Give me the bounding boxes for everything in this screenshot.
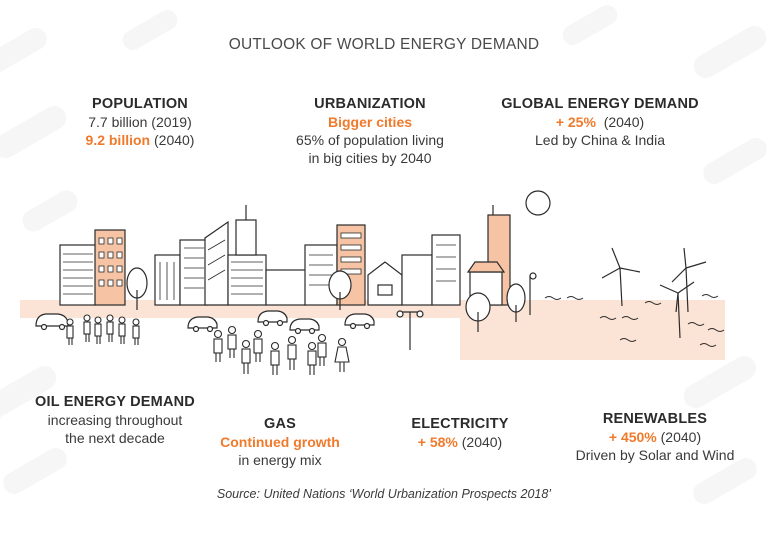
gas-heading: GAS bbox=[263, 416, 297, 432]
electricity-growth: + 58% (2040) bbox=[385, 433, 535, 451]
population-block: POPULATION 7.7 billion (2019) 9.2 billio… bbox=[60, 95, 220, 149]
global-demand-growth: + 25% (2040) bbox=[490, 113, 710, 131]
renewables-heading: RENEWABLES bbox=[602, 411, 708, 427]
population-2040-value: 9.2 billion bbox=[85, 132, 151, 148]
urbanization-line-1: 65% of population living bbox=[296, 132, 444, 148]
renewables-year: (2040) bbox=[656, 429, 702, 445]
gas-highlight: Continued growth bbox=[220, 434, 340, 450]
population-2040: 9.2 billion (2040) bbox=[60, 131, 220, 149]
global-demand-year: (2040) bbox=[595, 114, 645, 130]
population-2040-year: (2040) bbox=[150, 132, 195, 148]
global-demand-block: GLOBAL ENERGY DEMAND + 25% (2040) Led by… bbox=[490, 95, 710, 149]
urbanization-heading: URBANIZATION bbox=[314, 96, 426, 112]
oil-line-1: increasing throughout bbox=[47, 412, 183, 428]
electricity-value: + 58% bbox=[417, 434, 458, 450]
city-skyline-icon bbox=[59, 205, 511, 306]
source-citation: Source: United Nations ‘World Urbanizati… bbox=[216, 487, 552, 501]
global-demand-heading: GLOBAL ENERGY DEMAND bbox=[501, 96, 699, 112]
car-icon bbox=[35, 310, 375, 335]
ground-band bbox=[20, 300, 725, 360]
urbanization-highlight: Bigger cities bbox=[327, 114, 413, 130]
population-2019: 7.7 billion (2019) bbox=[88, 114, 192, 130]
oil-block: OIL ENERGY DEMAND increasing throughout … bbox=[20, 393, 210, 447]
electricity-year: (2040) bbox=[457, 434, 503, 450]
tree-icon bbox=[126, 267, 526, 332]
page-title: OUTLOOK OF WORLD ENERGY DEMAND bbox=[228, 36, 540, 53]
global-demand-value: + 25% bbox=[555, 114, 596, 130]
urbanization-line-2: in big cities by 2040 bbox=[308, 150, 432, 166]
road-curve bbox=[460, 318, 480, 360]
water-waves bbox=[544, 294, 725, 347]
renewables-growth: + 450% (2040) bbox=[555, 428, 755, 446]
oil-line-2: the next decade bbox=[65, 430, 165, 446]
sun-icon bbox=[525, 190, 551, 216]
oil-heading: OIL ENERGY DEMAND bbox=[35, 394, 195, 410]
global-demand-line-1: Led by China & India bbox=[535, 132, 665, 148]
population-heading: POPULATION bbox=[92, 96, 188, 112]
electricity-heading: ELECTRICITY bbox=[411, 416, 509, 432]
wind-turbine-icon bbox=[601, 247, 707, 339]
gas-block: GAS Continued growth in energy mix bbox=[190, 415, 370, 469]
gas-line-1: in energy mix bbox=[238, 452, 322, 468]
renewables-value: + 450% bbox=[608, 429, 657, 445]
electricity-block: ELECTRICITY + 58% (2040) bbox=[385, 415, 535, 451]
street-lamp-icon bbox=[396, 272, 537, 350]
person-icon bbox=[66, 314, 350, 375]
renewables-line-1: Driven by Solar and Wind bbox=[575, 447, 735, 463]
urbanization-block: URBANIZATION Bigger cities 65% of popula… bbox=[270, 95, 470, 167]
renewables-block: RENEWABLES + 450% (2040) Driven by Solar… bbox=[555, 410, 755, 464]
